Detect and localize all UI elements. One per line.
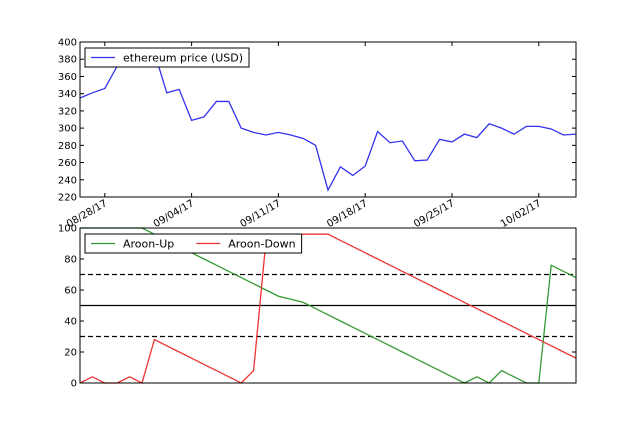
legend-box (84, 233, 303, 254)
y-tick-label: 340 (58, 89, 77, 100)
y-tick-label: 260 (58, 158, 77, 169)
y-tick-label: 80 (64, 255, 77, 266)
legend-label: Aroon-Up (123, 238, 174, 251)
x-tick-label: 09/18/17 (325, 198, 369, 230)
y-tick-label: 400 (58, 38, 77, 49)
y-tick-label: 40 (64, 317, 77, 328)
legend-box (84, 47, 250, 68)
plot-frame (79, 41, 577, 198)
y-tick-label: 0 (71, 379, 77, 390)
legend-label: ethereum price (USD) (123, 52, 243, 65)
y-tick-label: 300 (58, 124, 77, 135)
legend-label: Aroon-Down (228, 238, 295, 251)
x-tick-label: 10/02/17 (499, 198, 543, 230)
y-tick-label: 60 (64, 286, 77, 297)
y-tick-label: 380 (58, 55, 77, 66)
y-tick-label: 220 (58, 193, 77, 204)
y-tick-label: 240 (58, 175, 77, 186)
y-tick-label: 100 (58, 224, 77, 235)
y-tick-label: 320 (58, 106, 77, 117)
data-line (79, 51, 577, 192)
x-tick-label: 09/04/17 (152, 198, 196, 230)
plot-frame (79, 227, 577, 384)
x-tick-label: 09/25/17 (412, 198, 456, 230)
y-tick-label: 280 (58, 141, 77, 152)
data-line (79, 233, 577, 384)
y-tick-label: 20 (64, 348, 77, 359)
y-tick-label: 360 (58, 72, 77, 83)
x-tick-label: 09/11/17 (238, 198, 282, 230)
